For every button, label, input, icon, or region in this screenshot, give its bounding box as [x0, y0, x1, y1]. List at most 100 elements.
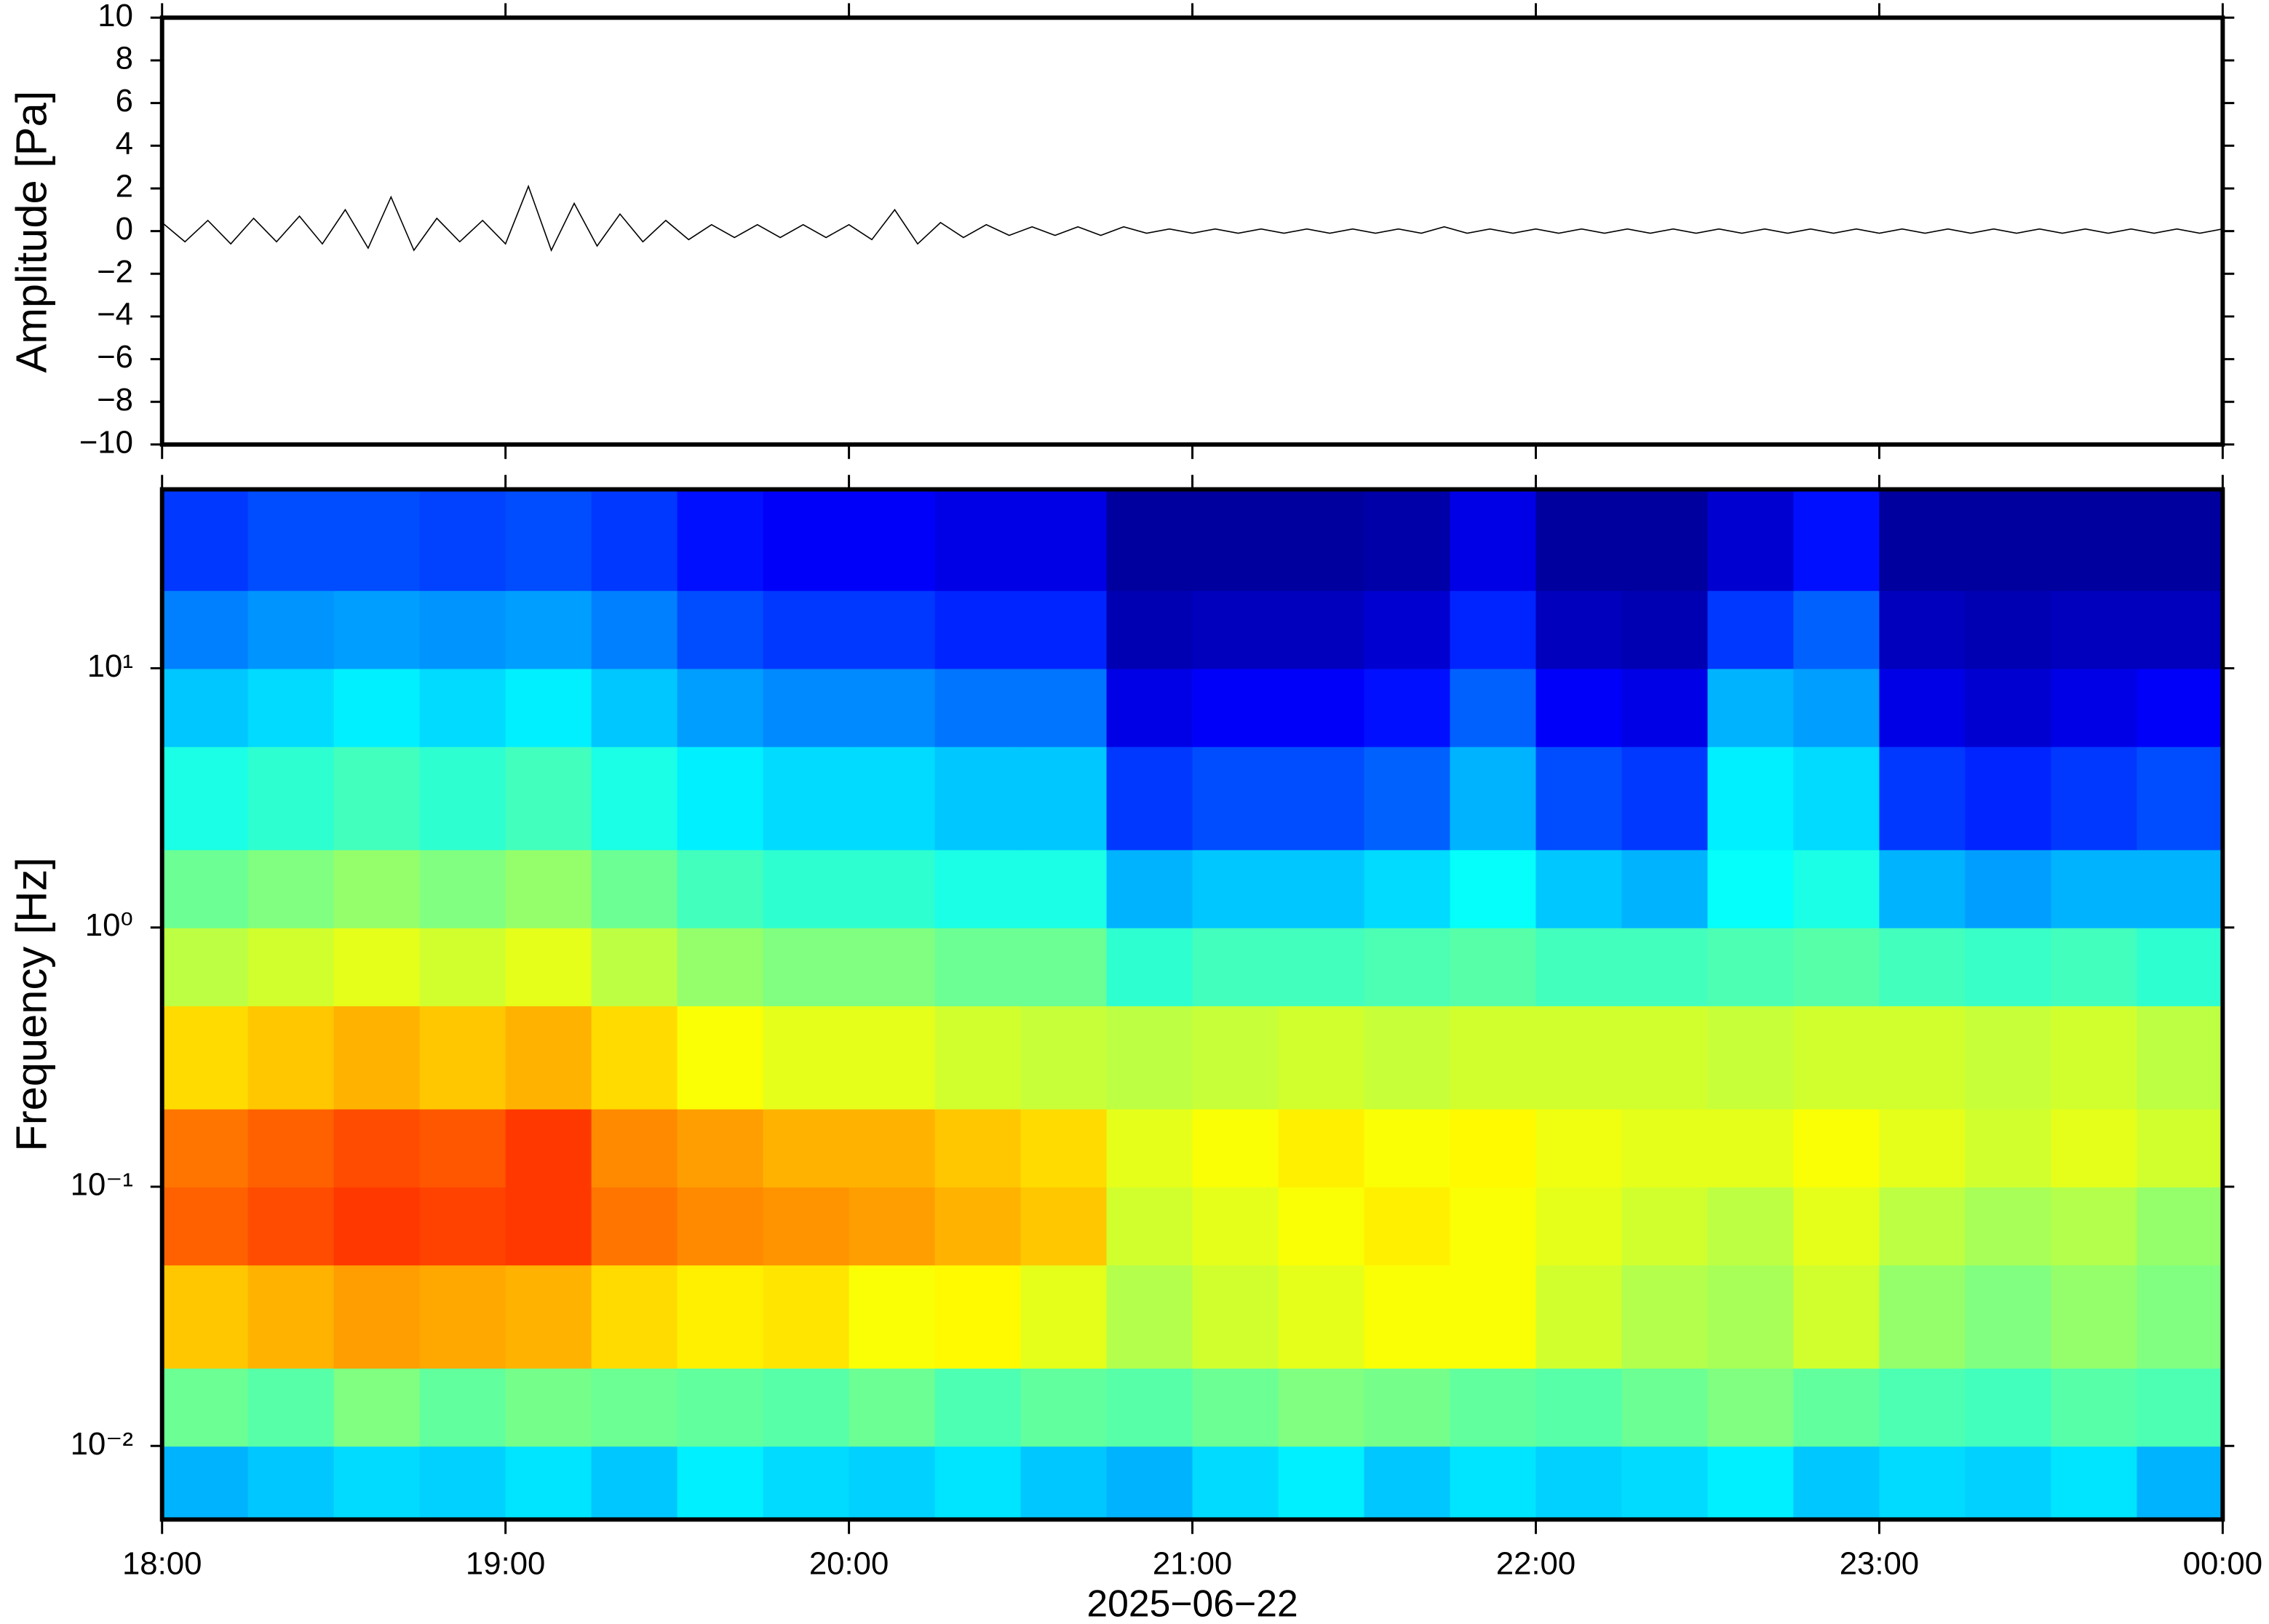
spectrogram-cell — [1793, 489, 1880, 592]
spectrogram-cell — [2137, 927, 2224, 1006]
spectrogram-cell — [763, 1186, 850, 1266]
spectrogram-cell — [333, 1446, 421, 1521]
spectrogram-cell — [1621, 489, 1709, 592]
spectrogram-cell — [849, 590, 936, 669]
spectrogram-cell — [1278, 849, 1365, 928]
spectrogram-cell — [1965, 590, 2052, 669]
spectrogram-cell — [1106, 1265, 1193, 1369]
spectrogram-cell — [1192, 1367, 1279, 1447]
spectrogram-cell — [162, 1265, 249, 1369]
y-tick-label: 4 — [116, 126, 133, 162]
spectrogram-cell — [1535, 746, 1623, 851]
spectrogram-cell — [2051, 668, 2138, 747]
y-tick-label: −8 — [97, 382, 133, 418]
spectrogram-cell — [2137, 746, 2224, 851]
spectrogram-cell — [1192, 1108, 1279, 1187]
spectrogram-cell — [849, 1265, 936, 1369]
spectrogram-cell — [934, 746, 1022, 851]
spectrogram-cell — [333, 849, 421, 928]
spectrogram-cell — [1879, 590, 1966, 669]
x-tick-label: 20:00 — [809, 1546, 889, 1582]
spectrogram-cell — [2051, 746, 2138, 851]
spectrogram-cell — [1621, 1265, 1709, 1369]
spectrogram-cell — [333, 668, 421, 747]
spectrogram-cell — [2051, 1005, 2138, 1110]
spectrogram-cell — [763, 1265, 850, 1369]
spectrogram-cell — [1192, 489, 1279, 592]
spectrogram-cell — [2137, 1446, 2224, 1521]
spectrogram-cell — [591, 927, 678, 1006]
spectrogram-cell — [591, 1005, 678, 1110]
spectrogram-cell — [934, 668, 1022, 747]
spectrogram-cell — [849, 1186, 936, 1266]
spectrogram-cell — [505, 1186, 592, 1266]
y-axis-label: Frequency [Hz] — [7, 857, 56, 1151]
spectrogram-cell — [1192, 1265, 1279, 1369]
spectrogram-cell — [505, 1367, 592, 1447]
spectrogram-cell — [247, 1446, 335, 1521]
spectrogram-cell — [677, 1005, 764, 1110]
spectrogram-cell — [247, 1005, 335, 1110]
spectrogram-cell — [505, 590, 592, 669]
spectrogram-cell — [2051, 1265, 2138, 1369]
spectrogram-cell — [1278, 746, 1365, 851]
spectrogram-cell — [591, 849, 678, 928]
spectrogram-cell — [247, 590, 335, 669]
spectrogram-cell — [849, 1446, 936, 1521]
spectrogram-cell — [1106, 1186, 1193, 1266]
spectrogram-cell — [247, 1265, 335, 1369]
spectrogram-cell — [1364, 668, 1451, 747]
y-tick-label: 10 — [98, 0, 133, 33]
spectrogram-cell — [1879, 746, 1966, 851]
spectrogram-cell — [1106, 489, 1193, 592]
spectrogram-cell — [1621, 590, 1709, 669]
spectrogram-cell — [162, 590, 249, 669]
spectrogram-cell — [1020, 1108, 1108, 1187]
spectrogram-cell — [1535, 1265, 1623, 1369]
spectrogram-cell — [419, 590, 506, 669]
spectrogram-cell — [1020, 668, 1108, 747]
spectrogram-cell — [1621, 1186, 1709, 1266]
spectrogram-cell — [2137, 489, 2224, 592]
spectrogram-cell — [1106, 927, 1193, 1006]
spectrogram-cell — [1793, 668, 1880, 747]
spectrogram-cell — [2051, 1367, 2138, 1447]
spectrogram-cell — [419, 849, 506, 928]
spectrogram-cell — [1707, 927, 1795, 1006]
spectrogram-cell — [419, 927, 506, 1006]
spectrogram-cell — [1879, 1186, 1966, 1266]
spectrogram-cell — [677, 1446, 764, 1521]
spectrogram-cell — [1793, 1186, 1880, 1266]
spectrogram-cell — [934, 927, 1022, 1006]
spectrogram-cell — [677, 590, 764, 669]
spectrogram-cell — [247, 1186, 335, 1266]
spectrogram-cell — [1879, 1265, 1966, 1369]
spectrogram-cell — [1364, 1005, 1451, 1110]
y-tick-label: 10⁻¹ — [71, 1167, 133, 1203]
spectrogram-cell — [505, 746, 592, 851]
spectrogram-cell — [677, 1265, 764, 1369]
spectrogram-cell — [934, 489, 1022, 592]
spectrogram-cell — [1621, 746, 1709, 851]
spectrogram-cell — [505, 1108, 592, 1187]
spectrogram-cell — [419, 668, 506, 747]
spectrogram-cell — [1450, 1446, 1537, 1521]
spectrogram-cell — [1020, 849, 1108, 928]
spectrogram-cell — [162, 1108, 249, 1187]
spectrogram-cell — [1450, 668, 1537, 747]
spectrogram-cell — [162, 849, 249, 928]
spectrogram-cell — [1106, 1005, 1193, 1110]
spectrogram-cell — [1364, 1446, 1451, 1521]
spectrogram-cell — [419, 1367, 506, 1447]
spectrogram-cell — [1707, 746, 1795, 851]
spectrogram-cell — [763, 746, 850, 851]
spectrogram-cell — [1535, 668, 1623, 747]
spectrogram-cell — [1020, 1367, 1108, 1447]
spectrogram-cell — [419, 489, 506, 592]
spectrogram-cell — [1106, 1367, 1193, 1447]
spectrogram-cell — [419, 746, 506, 851]
spectrogram-cell — [1278, 927, 1365, 1006]
spectrogram-cell — [1965, 489, 2052, 592]
spectrogram-cell — [247, 489, 335, 592]
